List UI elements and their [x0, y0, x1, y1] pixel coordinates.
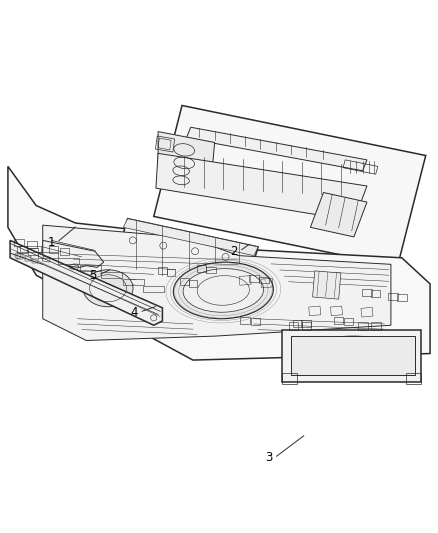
Bar: [361, 308, 373, 317]
Bar: [289, 322, 298, 329]
Bar: [143, 286, 164, 292]
Polygon shape: [186, 127, 367, 171]
Bar: [102, 272, 122, 278]
Ellipse shape: [183, 269, 264, 312]
Bar: [249, 275, 258, 282]
Bar: [18, 246, 27, 254]
Bar: [188, 279, 197, 287]
Bar: [371, 322, 381, 329]
Bar: [158, 268, 167, 274]
Bar: [251, 318, 260, 325]
Polygon shape: [10, 240, 162, 325]
Bar: [358, 322, 368, 329]
Polygon shape: [158, 132, 215, 173]
Ellipse shape: [173, 262, 273, 319]
Text: 2: 2: [230, 245, 238, 258]
Bar: [309, 306, 321, 316]
Bar: [20, 246, 41, 252]
Bar: [80, 265, 101, 271]
Polygon shape: [113, 219, 258, 297]
Bar: [38, 252, 58, 258]
Bar: [58, 258, 79, 264]
Bar: [240, 317, 250, 324]
Text: 4: 4: [131, 306, 138, 319]
Bar: [389, 294, 398, 301]
Polygon shape: [313, 271, 341, 299]
Bar: [362, 289, 372, 296]
Text: 1: 1: [48, 236, 55, 249]
Bar: [301, 320, 311, 327]
Polygon shape: [154, 106, 426, 266]
Bar: [293, 320, 302, 327]
Bar: [28, 248, 38, 255]
Bar: [302, 322, 311, 329]
Bar: [259, 277, 269, 284]
Bar: [60, 248, 69, 255]
Polygon shape: [291, 336, 415, 375]
Polygon shape: [282, 329, 421, 382]
Bar: [371, 290, 381, 297]
Polygon shape: [43, 240, 104, 268]
Bar: [32, 259, 38, 263]
Bar: [123, 279, 144, 285]
Bar: [167, 269, 176, 276]
Polygon shape: [156, 154, 367, 221]
Bar: [49, 246, 58, 254]
Bar: [17, 254, 23, 259]
Text: 3: 3: [265, 451, 273, 464]
Bar: [344, 318, 353, 325]
Bar: [14, 239, 24, 246]
Ellipse shape: [83, 270, 133, 307]
Polygon shape: [123, 219, 258, 256]
Bar: [261, 278, 273, 288]
Bar: [397, 294, 406, 301]
Bar: [206, 266, 216, 273]
Bar: [25, 256, 32, 261]
Bar: [27, 241, 37, 248]
Bar: [197, 265, 206, 272]
Bar: [180, 278, 188, 285]
Text: 5: 5: [89, 269, 96, 282]
Bar: [239, 276, 251, 285]
Polygon shape: [43, 225, 391, 341]
Polygon shape: [8, 166, 430, 360]
Bar: [331, 306, 343, 316]
Bar: [334, 318, 343, 325]
Polygon shape: [311, 192, 367, 237]
